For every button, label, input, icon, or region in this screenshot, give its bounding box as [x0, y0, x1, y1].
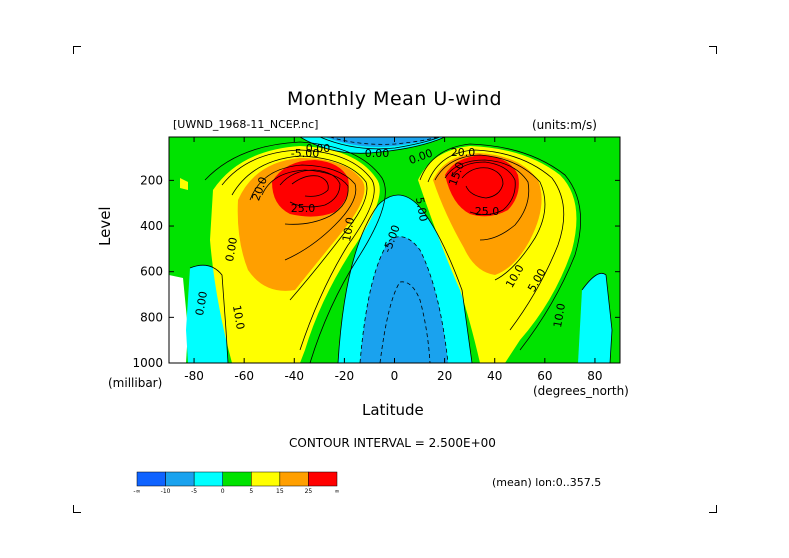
- x-tick-label: -40: [284, 369, 304, 383]
- footnote-label: (mean) lon:0..357.5: [492, 476, 602, 489]
- y-axis-units: (millibar): [108, 376, 163, 390]
- contour-label: 5.00: [413, 196, 430, 222]
- colorbar-swatch: [193, 471, 223, 487]
- crop-mark-bottom-left: [73, 505, 81, 513]
- contour-label: 10.0: [340, 216, 357, 242]
- contour-line: [444, 159, 530, 241]
- x-tick-label: 20: [437, 369, 452, 383]
- contour-line: [379, 281, 431, 363]
- contour-line: [291, 175, 329, 197]
- colorbar-swatch: [308, 471, 338, 487]
- contour-line: [581, 272, 613, 363]
- x-tick-label: 40: [487, 369, 502, 383]
- crop-mark-top-left: [73, 46, 81, 54]
- crop-mark-top-right: [709, 46, 717, 54]
- x-tick-label: 80: [587, 369, 602, 383]
- contour-label: 0.00: [223, 236, 240, 262]
- y-ticks: 200 400 600 800 1000: [132, 173, 620, 370]
- colorbar-label: 15: [276, 488, 284, 495]
- missing-data-region: [169, 275, 188, 363]
- x-tick-label: -20: [335, 369, 355, 383]
- contour-line: [249, 164, 357, 261]
- easterly-region-north-surface: [578, 273, 612, 363]
- colorbar-label: 5: [249, 488, 253, 495]
- colorbar-label: -5: [191, 488, 197, 495]
- x-tick-label: 60: [537, 369, 552, 383]
- contour-line: [204, 141, 386, 363]
- y-tick-label: 400: [140, 219, 163, 233]
- x-tick-label: 0: [391, 369, 399, 383]
- dashed-contours: [329, 137, 449, 363]
- colorbar-swatch: [165, 471, 195, 487]
- x-tick-label: -60: [234, 369, 254, 383]
- contour-line: [419, 143, 581, 351]
- y-tick-label: 800: [140, 310, 163, 324]
- contour-line: [359, 236, 449, 363]
- contour-line: [451, 161, 516, 215]
- contour-line: [279, 169, 341, 208]
- easterly-core-tropics: [360, 236, 448, 363]
- colorbar-swatch: [279, 471, 309, 487]
- x-axis-units: (degrees_north): [533, 384, 629, 398]
- contour-label: 0.00: [306, 142, 331, 155]
- contour-label: 0.00: [365, 147, 390, 160]
- contour-lines: [189, 137, 613, 363]
- x-ticks: -80 -60 -40 -20 0 20 40 60 80: [184, 137, 603, 383]
- contour-line: [434, 154, 546, 281]
- x-axis-title: Latitude: [362, 401, 424, 419]
- contour-label: 25.0: [291, 202, 316, 215]
- x-tick-label: -80: [184, 369, 204, 383]
- units-label: (units:m/s): [532, 118, 597, 132]
- orange-blob-left: [180, 178, 188, 190]
- colorbar-swatch: [222, 471, 252, 487]
- contour-label: 0.00: [193, 290, 210, 316]
- easterly-core-top: [325, 137, 440, 147]
- dataset-label: [UWND_1968-11_NCEP.nc]: [173, 118, 319, 131]
- contour-label: 25.0: [475, 205, 500, 218]
- contour-line: [427, 149, 565, 331]
- contour-line: [329, 137, 439, 145]
- y-tick-label: 200: [140, 173, 163, 187]
- contour-interval-label: CONTOUR INTERVAL = 2.500E+00: [289, 436, 496, 450]
- contour-line: [221, 149, 375, 351]
- colorbar: -∞ -10 -5 0 5 15 25 ∞: [133, 471, 340, 495]
- contour-label: 10.0: [551, 302, 568, 328]
- contour-line: [189, 264, 229, 363]
- contour-line: [319, 137, 441, 150]
- colorbar-label: ∞: [335, 488, 340, 495]
- contour-line: [261, 169, 349, 225]
- colorbar-label: -∞: [133, 488, 140, 495]
- contour-label: -5.00: [291, 147, 319, 160]
- contour-label: 10.0: [230, 304, 247, 330]
- y-tick-label: 1000: [132, 356, 163, 370]
- colorbar-label: 25: [305, 488, 313, 495]
- contour-line: [299, 137, 446, 154]
- colorbar-label: -10: [161, 488, 171, 495]
- chart-title: Monthly Mean U-wind: [286, 88, 503, 110]
- y-tick-label: 600: [140, 265, 163, 279]
- colorbar-swatch: [251, 471, 281, 487]
- contour-label: 20.0: [451, 146, 476, 159]
- colorbar-label: 0: [221, 488, 225, 495]
- contour-field: [169, 137, 620, 363]
- colorbar-swatch: [136, 471, 166, 487]
- contour-line: [231, 155, 368, 301]
- jet-north-25: [445, 155, 519, 217]
- contour-line: [337, 194, 473, 363]
- contour-line: [461, 167, 504, 199]
- crop-mark-bottom-right: [709, 505, 717, 513]
